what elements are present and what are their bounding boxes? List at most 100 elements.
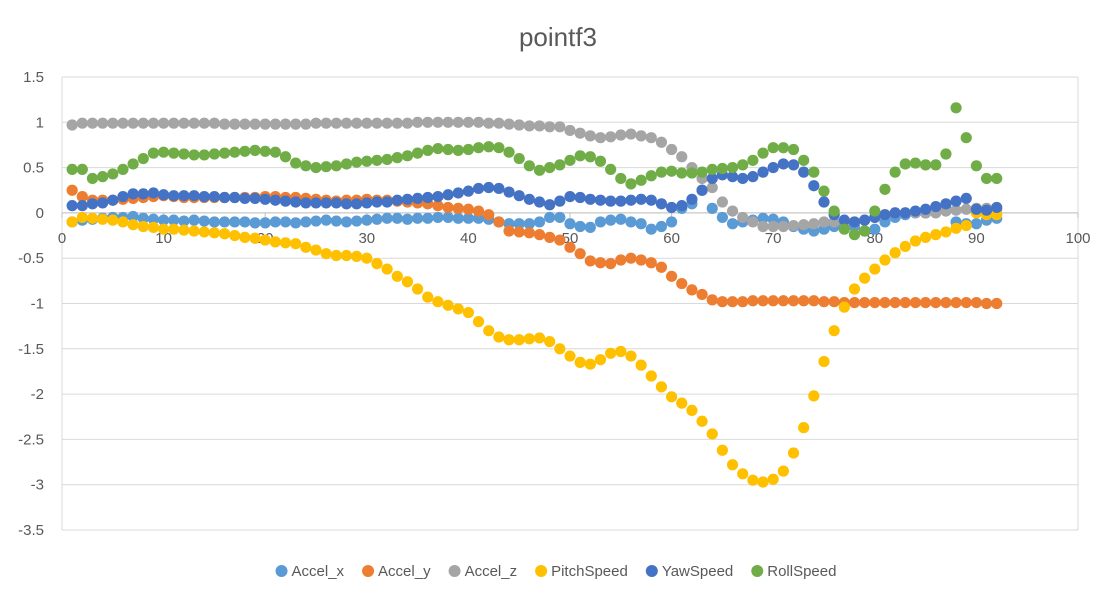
data-point (757, 147, 769, 159)
data-point (726, 459, 739, 471)
data-point (666, 143, 678, 156)
data-point (645, 194, 657, 206)
data-point (178, 117, 190, 129)
data-point (239, 216, 251, 228)
data-point (422, 191, 434, 204)
data-point (991, 201, 1003, 214)
data-point (158, 117, 170, 129)
data-point (970, 296, 983, 309)
data-point (594, 194, 607, 206)
data-point (147, 213, 160, 225)
data-point (462, 116, 474, 128)
data-point (290, 196, 302, 208)
data-point (584, 255, 596, 267)
data-point (66, 163, 78, 176)
data-point (747, 154, 759, 166)
data-point (828, 296, 840, 308)
data-point (462, 203, 474, 215)
data-point (991, 172, 1003, 185)
data-point (259, 217, 271, 229)
data-point (412, 212, 424, 224)
data-point (544, 231, 556, 243)
data-point (513, 119, 525, 131)
data-point (432, 190, 444, 203)
data-point (513, 334, 525, 346)
data-point (432, 200, 444, 212)
data-point (117, 163, 129, 176)
data-point (483, 325, 495, 337)
data-point (615, 213, 627, 225)
data-point (127, 117, 139, 129)
data-point (381, 263, 393, 275)
data-point (879, 183, 891, 195)
data-point (198, 190, 210, 203)
data-point (676, 200, 688, 212)
data-point (574, 127, 586, 139)
data-point (239, 118, 251, 130)
data-point (178, 148, 190, 160)
data-point (879, 254, 891, 266)
data-point (351, 215, 363, 227)
data-point (848, 296, 861, 309)
data-point (320, 248, 332, 260)
data-point (310, 244, 322, 256)
data-point (737, 159, 749, 171)
data-point (605, 195, 617, 207)
legend-marker (645, 565, 658, 577)
data-point (533, 216, 546, 228)
data-point (381, 117, 393, 129)
x-tick-label: 60 (663, 230, 680, 247)
data-point (361, 155, 373, 167)
data-point (391, 117, 403, 129)
data-point (615, 254, 627, 266)
data-point (229, 229, 241, 242)
data-point (503, 146, 515, 158)
data-point (137, 152, 149, 165)
data-point (97, 197, 109, 209)
data-point (168, 147, 180, 159)
data-point (980, 204, 993, 216)
data-point (818, 216, 830, 228)
data-point (472, 182, 485, 195)
legend-item: Accel_x (275, 563, 345, 580)
x-tick-labels: 0102030405060708090100 (58, 230, 1091, 247)
data-point (76, 117, 88, 129)
data-point (361, 117, 373, 129)
data-point (767, 142, 779, 154)
x-tick-label: 80 (866, 230, 883, 247)
data-point (351, 198, 363, 210)
data-point (625, 252, 637, 264)
y-tick-label: -1 (31, 296, 44, 313)
data-point (615, 129, 627, 141)
data-point (117, 117, 129, 129)
data-point (401, 117, 414, 129)
data-point (726, 171, 739, 183)
data-point (777, 465, 789, 477)
data-point (523, 333, 535, 345)
data-point (513, 190, 525, 202)
data-point (76, 211, 88, 224)
data-point (340, 198, 353, 210)
data-point (493, 117, 505, 129)
data-point (178, 215, 190, 227)
data-point (483, 117, 495, 129)
data-point (645, 370, 657, 382)
data-point (554, 195, 566, 207)
data-point (798, 219, 810, 231)
data-point (869, 223, 881, 235)
data-point (889, 166, 901, 178)
data-point (340, 216, 353, 228)
data-point (452, 116, 464, 128)
data-point (198, 149, 210, 161)
data-point (442, 211, 454, 224)
data-point (777, 142, 789, 154)
data-point (605, 163, 617, 176)
data-point (76, 200, 88, 212)
x-tick-label: 30 (358, 230, 375, 247)
data-point (432, 211, 444, 224)
data-point (178, 224, 190, 236)
data-point (544, 211, 556, 224)
data-point (76, 190, 88, 203)
data-point (676, 151, 688, 163)
